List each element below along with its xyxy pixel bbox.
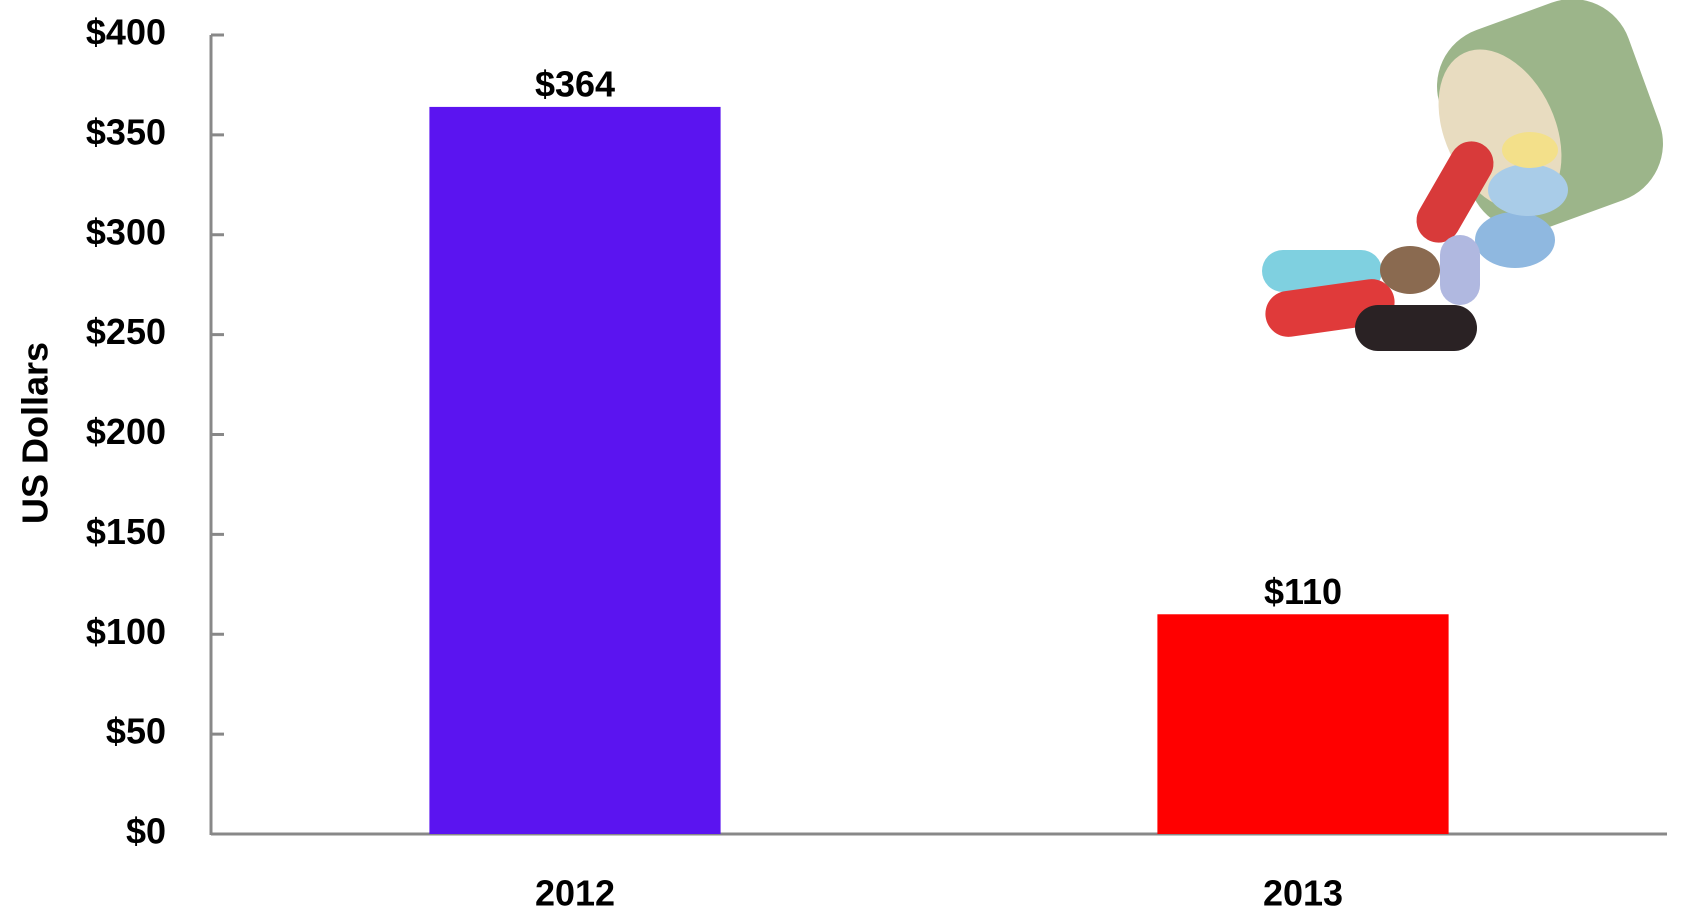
y-tick-label: $200 <box>86 411 166 452</box>
value-label: $110 <box>1264 571 1342 612</box>
bar <box>1157 614 1449 834</box>
y-tick-label: $0 <box>126 811 166 852</box>
pill <box>1475 212 1555 268</box>
pill <box>1416 141 1494 243</box>
bar <box>429 106 721 834</box>
value-label: $364 <box>535 63 615 104</box>
x-tick-label: 2012 <box>535 873 615 914</box>
pill <box>1502 132 1558 168</box>
y-tick-label: $50 <box>106 711 166 752</box>
y-tick-label: $250 <box>86 311 166 352</box>
y-tick-label: $300 <box>86 211 166 252</box>
pill <box>1262 250 1382 292</box>
pill-illustration <box>1262 0 1663 351</box>
y-tick-label: $100 <box>86 611 166 652</box>
y-axis-label: US Dollars <box>15 342 56 524</box>
pill <box>1440 235 1480 305</box>
y-tick-label: $150 <box>86 511 166 552</box>
pill <box>1380 246 1440 294</box>
y-tick-label: $350 <box>86 111 166 152</box>
y-tick-label: $400 <box>86 12 166 53</box>
pill <box>1488 164 1568 216</box>
x-tick-label: 2013 <box>1263 873 1343 914</box>
pill <box>1355 305 1477 351</box>
